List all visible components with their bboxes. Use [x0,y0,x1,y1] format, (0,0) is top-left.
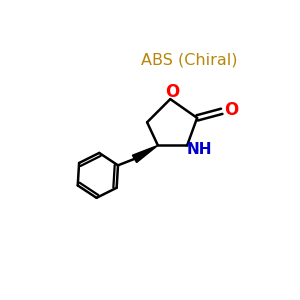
Text: NH: NH [186,142,212,158]
Text: O: O [224,101,238,119]
Text: O: O [165,82,179,100]
Text: ABS (Chiral): ABS (Chiral) [141,52,237,68]
Polygon shape [132,146,158,163]
